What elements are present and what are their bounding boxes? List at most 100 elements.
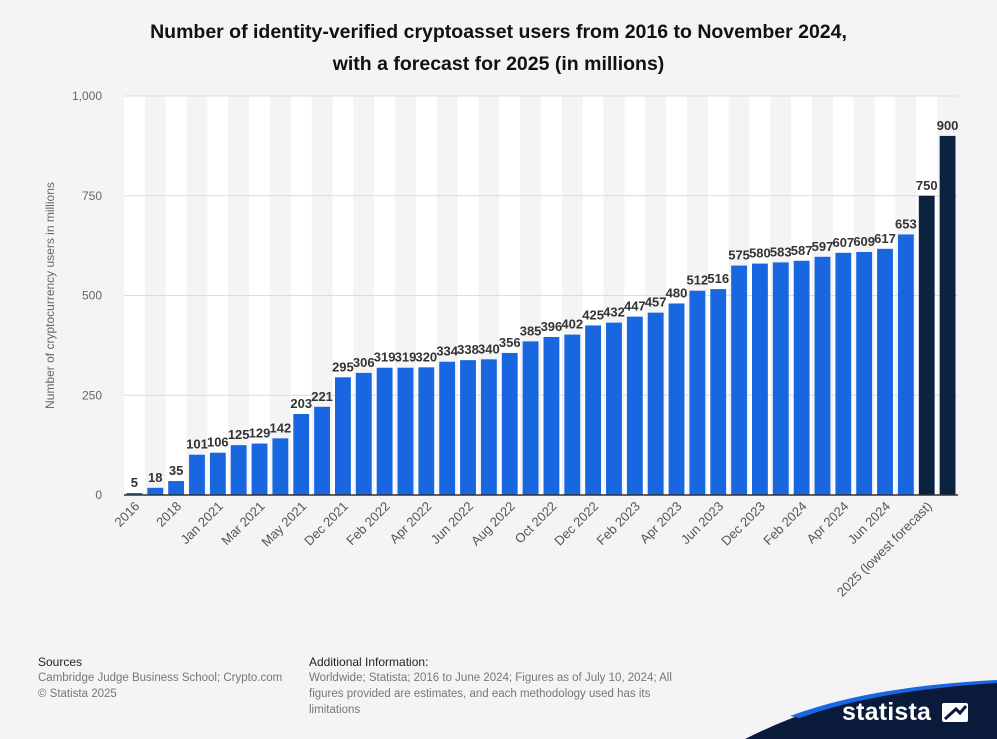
data-label: 396 xyxy=(541,319,563,334)
bar xyxy=(251,443,268,495)
bar xyxy=(939,135,956,495)
data-label: 512 xyxy=(687,273,709,288)
data-label: 106 xyxy=(207,435,229,450)
data-label: 457 xyxy=(645,295,667,310)
data-label: 597 xyxy=(812,239,834,254)
data-label: 385 xyxy=(520,323,542,338)
bar xyxy=(606,322,622,495)
data-label: 653 xyxy=(895,216,917,231)
data-label: 18 xyxy=(148,470,162,485)
y-tick-label: 250 xyxy=(82,388,102,402)
bar xyxy=(543,336,560,495)
data-label: 334 xyxy=(436,344,458,359)
bar xyxy=(439,361,456,495)
additional-info-line: figures provided are estimates, and each… xyxy=(309,688,651,700)
bar xyxy=(355,372,372,495)
bar xyxy=(126,493,143,495)
bar xyxy=(752,263,768,495)
data-label: 580 xyxy=(749,246,771,261)
data-label: 340 xyxy=(478,341,500,356)
bar xyxy=(835,252,852,495)
y-axis-label: Number of cryptocurrency users in millio… xyxy=(43,182,57,409)
bar xyxy=(230,445,247,495)
bar xyxy=(376,367,393,495)
y-tick-label: 750 xyxy=(82,189,102,203)
bar xyxy=(293,414,310,495)
data-label: 900 xyxy=(937,118,959,133)
copyright-line: © Statista 2025 xyxy=(38,688,117,700)
bar xyxy=(814,256,831,495)
bar xyxy=(189,454,205,495)
data-label: 609 xyxy=(853,234,875,249)
data-label: 295 xyxy=(332,359,354,374)
bar xyxy=(731,265,747,495)
bar xyxy=(689,290,706,495)
sources-heading: Sources xyxy=(38,655,83,669)
data-label: 575 xyxy=(728,248,750,263)
bar xyxy=(522,341,539,495)
bar xyxy=(585,325,602,495)
logo-wave-shape xyxy=(745,682,997,739)
data-label: 203 xyxy=(290,396,312,411)
data-label: 101 xyxy=(186,437,208,452)
bar xyxy=(168,481,185,495)
data-label: 35 xyxy=(169,463,183,478)
bar xyxy=(626,316,643,495)
data-label: 617 xyxy=(874,231,896,246)
bar-chart: 0 250 500 750 1,000 Number of cryptocurrency … xyxy=(43,89,959,600)
bar xyxy=(647,312,664,495)
bar xyxy=(209,452,226,495)
data-label: 750 xyxy=(916,178,938,193)
statista-logo-icon xyxy=(942,703,968,722)
chart-title-line-1: Number of identity-verified cryptoasset … xyxy=(150,21,847,43)
bar xyxy=(335,377,351,495)
data-label: 319 xyxy=(395,350,417,365)
data-label: 583 xyxy=(770,244,792,259)
bar xyxy=(460,360,476,495)
bar xyxy=(147,487,164,495)
bar xyxy=(897,234,914,495)
additional-info-line: Worldwide; Statista; 2016 to June 2024; … xyxy=(309,672,672,684)
data-label: 306 xyxy=(353,355,375,370)
data-label: 129 xyxy=(249,426,271,441)
data-label: 432 xyxy=(603,305,625,320)
bar xyxy=(418,367,435,495)
logo-wave-accent xyxy=(790,680,997,718)
bar xyxy=(710,289,727,495)
chart-title-line-2: with a forecast for 2025 (in millions) xyxy=(332,53,665,75)
data-label: 587 xyxy=(791,243,813,258)
chart-title: Number of identity-verified cryptoasset … xyxy=(0,16,997,80)
data-label: 221 xyxy=(311,389,333,404)
data-label: 320 xyxy=(415,349,437,364)
additional-info-heading: Additional Information: xyxy=(309,655,429,669)
data-label: 5 xyxy=(131,475,138,490)
bar xyxy=(397,367,414,495)
bar xyxy=(480,359,497,495)
data-label: 125 xyxy=(228,427,250,442)
bar xyxy=(272,438,289,495)
bar xyxy=(793,260,810,495)
bar xyxy=(564,334,581,495)
data-label: 338 xyxy=(457,342,479,357)
y-tick-label: 500 xyxy=(82,289,102,303)
data-label: 480 xyxy=(666,285,688,300)
sources-block: Sources Cambridge Judge Business School;… xyxy=(38,654,298,702)
bar xyxy=(772,262,789,495)
data-label: 516 xyxy=(707,271,729,286)
data-label: 402 xyxy=(561,317,583,332)
data-label: 319 xyxy=(374,350,396,365)
data-label: 607 xyxy=(832,235,854,250)
data-label: 425 xyxy=(582,307,604,322)
bar xyxy=(856,252,873,495)
sources-line: Cambridge Judge Business School; Crypto.… xyxy=(38,672,283,684)
additional-info-line: limitations xyxy=(309,704,361,716)
y-tick-label: 0 xyxy=(95,488,102,502)
bar xyxy=(877,248,893,495)
data-label: 142 xyxy=(270,420,292,435)
bar xyxy=(314,406,330,495)
statista-logo-text: statista xyxy=(842,698,932,726)
y-tick-label: 1,000 xyxy=(72,89,102,103)
bar xyxy=(501,352,518,495)
data-label: 356 xyxy=(499,335,521,350)
